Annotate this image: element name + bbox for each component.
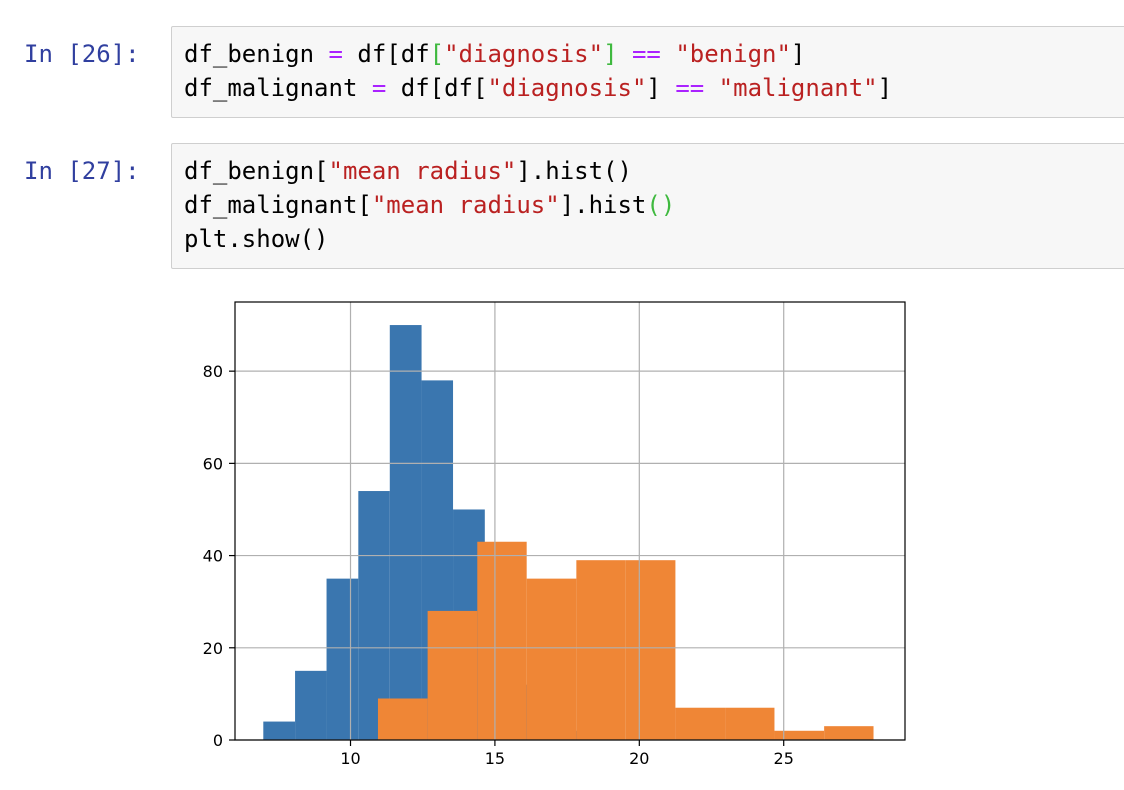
- code-token: ].hist: [559, 191, 647, 219]
- y-tick-label: 40: [203, 547, 223, 566]
- bar-malignant: [377, 698, 428, 740]
- bar-benign: [389, 325, 422, 740]
- code-token: plt.show(): [184, 225, 329, 253]
- y-tick-label: 20: [203, 639, 223, 658]
- y-tick-label: 60: [203, 454, 223, 473]
- code-editor[interactable]: df_benign = df[df["diagnosis"] == "benig…: [171, 26, 1124, 118]
- code-token: df[df: [342, 40, 430, 68]
- histogram-chart: 10 15 20 25 0 20 40 60 80: [203, 301, 906, 768]
- y-tick-label: 80: [203, 362, 223, 381]
- y-tick-label: 0: [213, 731, 223, 750]
- code-token: ]: [646, 74, 676, 102]
- code-line: plt.show(): [184, 222, 675, 256]
- code-token: "malignant": [718, 74, 878, 102]
- code-token: "diagnosis": [444, 40, 604, 68]
- x-tick-label: 20: [629, 749, 649, 768]
- bar-malignant: [824, 726, 874, 740]
- bar-malignant: [526, 578, 577, 740]
- code-editor[interactable]: df_benign["mean radius"].hist() df_malign…: [171, 143, 1124, 269]
- cell-prompt: In [27]:: [24, 157, 140, 185]
- code-token: ==: [631, 40, 661, 68]
- bar-malignant: [427, 610, 478, 740]
- bar-malignant: [477, 541, 527, 740]
- code-token: ]: [603, 40, 618, 68]
- bar-malignant: [625, 560, 676, 740]
- code-line: df_malignant = df[df["diagnosis"] == "ma…: [184, 71, 892, 105]
- code-token: [704, 74, 718, 102]
- code-token: df[df[: [386, 74, 488, 102]
- cell-prompt: In [26]:: [24, 40, 140, 68]
- code-token: "mean radius": [371, 191, 560, 219]
- code-token: df_malignant[: [184, 191, 372, 219]
- x-tick-label: 25: [774, 749, 794, 768]
- code-text[interactable]: df_benign["mean radius"].hist() df_malign…: [184, 154, 675, 256]
- code-line: df_benign["mean radius"].hist(): [184, 154, 675, 188]
- code-token: df_benign: [184, 40, 329, 68]
- bar-benign: [295, 670, 327, 740]
- code-token: [: [429, 40, 445, 68]
- bar-malignant: [576, 560, 626, 740]
- bar-malignant: [675, 707, 726, 740]
- x-tick-label: 15: [485, 749, 505, 768]
- code-text[interactable]: df_benign = df[df["diagnosis"] == "benig…: [184, 37, 892, 105]
- bar-malignant: [725, 707, 775, 740]
- code-token: "diagnosis": [487, 74, 647, 102]
- cell-output: 10 15 20 25 0 20 40 60 80: [180, 288, 920, 778]
- code-cell-27[interactable]: In [27]: df_benign["mean radius"].hist()…: [0, 143, 1124, 271]
- code-token: "benign": [675, 40, 791, 68]
- code-token: [661, 40, 675, 68]
- x-tick-label: 10: [340, 749, 360, 768]
- code-token: ==: [675, 74, 705, 102]
- code-token: (): [646, 191, 676, 219]
- code-line: df_malignant["mean radius"].hist(): [184, 188, 675, 222]
- code-cell-26[interactable]: In [26]: df_benign = df[df["diagnosis"] …: [0, 26, 1124, 120]
- code-token: =: [328, 40, 343, 68]
- code-token: [618, 40, 632, 68]
- bar-malignant: [774, 730, 825, 740]
- code-token: df_malignant: [184, 74, 372, 102]
- code-token: ].hist(): [516, 157, 632, 185]
- code-line: df_benign = df[df["diagnosis"] == "benig…: [184, 37, 892, 71]
- code-token: ]: [790, 40, 806, 68]
- code-token: "mean radius": [328, 157, 517, 185]
- code-token: =: [371, 74, 387, 102]
- bar-benign: [263, 721, 296, 740]
- code-token: ]: [877, 74, 893, 102]
- bar-benign: [326, 578, 359, 740]
- plot-frame: [234, 301, 906, 741]
- code-token: df_benign[: [184, 157, 329, 185]
